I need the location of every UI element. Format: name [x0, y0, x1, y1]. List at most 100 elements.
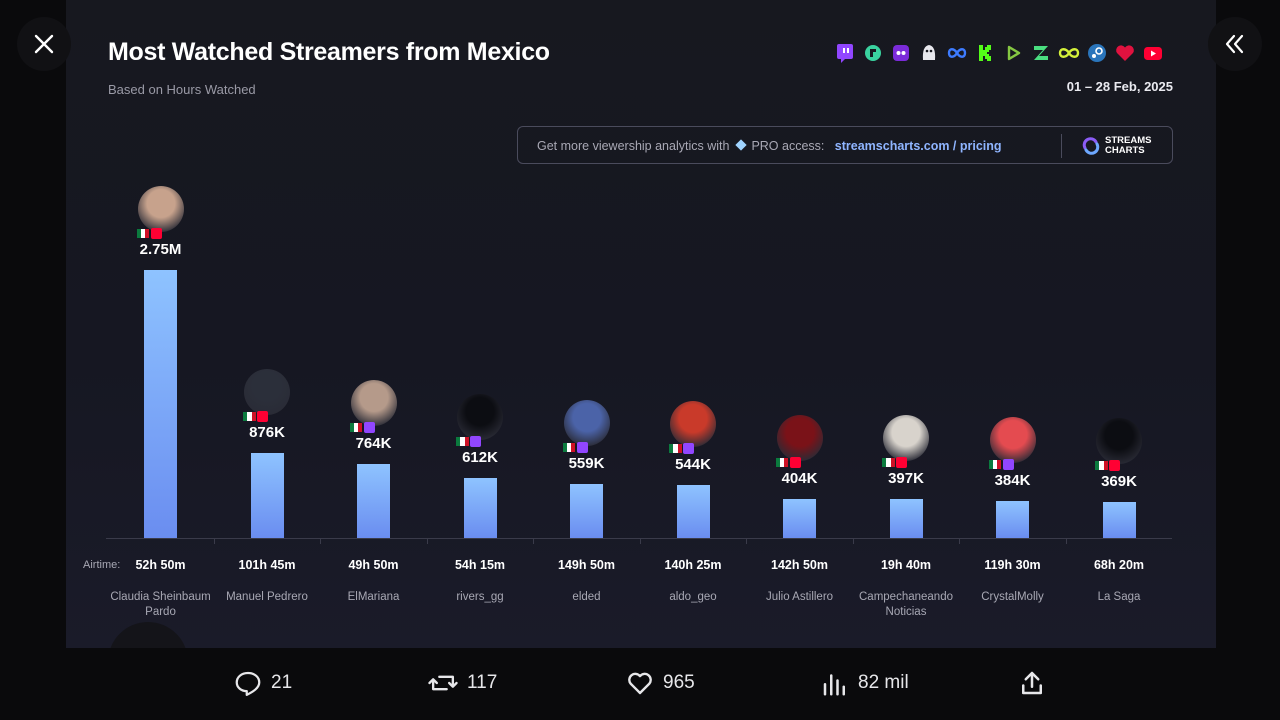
- promo-pro: PRO access:: [751, 139, 825, 153]
- bar-streamer-2: [250, 452, 284, 538]
- bar-streamer-6: [676, 484, 710, 538]
- bar-streamer-1: [144, 270, 177, 538]
- flag-stripe: [562, 442, 567, 452]
- promo-link[interactable]: streamscharts.com / pricing: [835, 139, 1002, 153]
- youtube-icon: [896, 457, 907, 469]
- avatar-image: [1096, 418, 1142, 465]
- flag-stripe: [784, 457, 789, 467]
- promo-banner: Get more viewership analytics with PRO ac…: [517, 126, 1173, 164]
- date-range: 01 – 28 Feb, 2025: [1066, 79, 1173, 94]
- airtime-value: 68h 20m: [1093, 558, 1145, 572]
- avatar-image: [670, 400, 716, 447]
- logo-line1: STREAMS: [1105, 135, 1152, 146]
- flag-stripe: [673, 443, 678, 453]
- youtube-icon: [789, 456, 801, 468]
- share-button[interactable]: [1017, 668, 1047, 698]
- category-tick: [639, 538, 641, 544]
- streamer-avatar: [1095, 418, 1144, 472]
- flag-stripe: [1103, 461, 1108, 471]
- value-label: 764K: [355, 434, 392, 452]
- bar-streamer-9: [996, 500, 1029, 538]
- category-tick: [426, 538, 428, 544]
- category-tick: [852, 538, 854, 544]
- mexico-flag-icon: [1095, 461, 1108, 471]
- category-tick: [213, 538, 215, 544]
- flag-stripe: [1099, 461, 1104, 471]
- facebook-gaming-icon: [947, 48, 967, 58]
- youtube-icon: [1109, 460, 1120, 472]
- flag-stripe: [136, 229, 141, 238]
- views-button[interactable]: 82 mil: [820, 668, 909, 698]
- flag-stripe: [145, 229, 150, 238]
- flag-stripe: [566, 442, 572, 452]
- streams-charts-logo-text: STREAMS CHARTS: [1105, 136, 1151, 156]
- youtube-icon: [257, 410, 268, 422]
- chart-image: Most Watched Streamers from Mexico Based…: [66, 0, 1216, 648]
- repost-button[interactable]: 117: [427, 668, 497, 698]
- category-tick: [1065, 538, 1067, 544]
- mexico-flag-icon: [136, 229, 150, 238]
- avatar-image: [883, 415, 929, 462]
- heart-outline-icon: [628, 672, 652, 695]
- close-button[interactable]: [17, 17, 71, 71]
- streamer-avatar: [775, 414, 825, 468]
- mexico-flag-icon: [882, 458, 895, 468]
- streamer-avatar: [243, 368, 292, 422]
- kick-icon: [979, 45, 991, 61]
- streamer-avatar: [349, 379, 399, 433]
- twitch-icon: [837, 44, 853, 63]
- flag-stripe: [890, 458, 895, 468]
- reply-icon: [235, 671, 261, 696]
- streamer-avatar: [456, 394, 505, 448]
- reply-button[interactable]: 21: [233, 668, 292, 698]
- twitch-icon: [363, 421, 375, 433]
- flag-stripe: [775, 457, 780, 467]
- airtime-value: 149h 50m: [558, 558, 615, 572]
- infinity-icon: [1058, 48, 1080, 58]
- trovo-icon: [893, 45, 909, 61]
- airtime-value: 54h 15m: [454, 558, 506, 572]
- streams-charts-logo-icon: [1082, 137, 1100, 155]
- promo-lead: Get more viewership analytics with: [537, 139, 730, 153]
- promo-link-sep: /: [949, 139, 960, 153]
- youtube-icon: [150, 228, 162, 239]
- streamer-name: rivers_gg: [456, 591, 504, 603]
- flag-stripe: [571, 442, 576, 452]
- category-tick: [959, 538, 961, 544]
- category-tick: [533, 538, 535, 544]
- category-tick: [320, 538, 322, 544]
- promo-link-path: pricing: [959, 139, 1002, 153]
- reply-count: 21: [271, 672, 293, 693]
- flag-stripe: [779, 457, 785, 467]
- flag-stripe: [140, 229, 146, 238]
- mexico-flag-icon: [988, 459, 1002, 469]
- bar-streamer-3: [357, 463, 390, 538]
- bar-streamer-4: [463, 478, 497, 538]
- bar-streamer-10: [1102, 502, 1136, 538]
- like-button[interactable]: 965: [625, 668, 695, 698]
- flag-stripe: [353, 422, 359, 432]
- steam-icon: [1088, 44, 1106, 62]
- value-label: 559K: [568, 454, 605, 472]
- avatar-image: [137, 186, 184, 232]
- platform-icons: [834, 42, 1172, 66]
- flag-stripe: [251, 411, 256, 421]
- airtime-value: 52h 50m: [135, 558, 186, 572]
- views-count: 82 mil: [858, 672, 909, 693]
- airtime-value: 101h 45m: [238, 558, 296, 572]
- value-label: 369K: [1101, 473, 1137, 491]
- mexico-flag-icon: [775, 457, 789, 467]
- collapse-button[interactable]: [1208, 17, 1262, 71]
- mexico-flag-icon: [562, 442, 576, 452]
- value-label: 404K: [781, 469, 818, 487]
- value-label: 2.75M: [139, 241, 182, 258]
- category-tick: [746, 538, 748, 544]
- flag-stripe: [464, 437, 469, 447]
- mexico-flag-icon: [456, 437, 469, 447]
- bar-streamer-8: [889, 499, 923, 538]
- value-label: 544K: [675, 455, 711, 473]
- avatar-image: [563, 399, 610, 446]
- twitch-icon: [576, 441, 588, 453]
- streamer-name: Manuel Pedrero: [226, 591, 308, 603]
- repost-count: 117: [467, 672, 498, 693]
